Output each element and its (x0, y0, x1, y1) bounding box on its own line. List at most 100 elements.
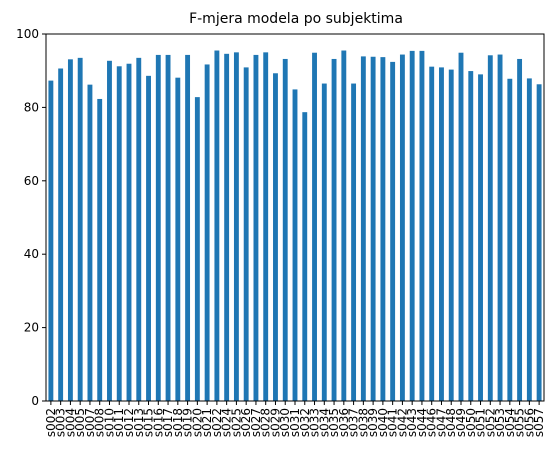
x-tick-label: s021 (200, 408, 214, 437)
bar-s037 (351, 83, 357, 402)
x-tick-label: s049 (454, 408, 468, 437)
x-tick-label: s015 (142, 408, 156, 437)
x-tick-label: s034 (317, 408, 331, 437)
bar-s022 (214, 50, 220, 401)
x-tick-label: s020 (190, 408, 204, 437)
x-tick-label: s033 (308, 408, 322, 437)
y-tick-label: 20 (24, 321, 39, 335)
x-axis: s002s003s004s005s007s008s010s011s012s013… (44, 401, 546, 437)
y-tick-label: 100 (16, 27, 39, 41)
x-tick-label: s024 (220, 408, 234, 437)
bar-s029 (273, 73, 278, 402)
y-tick-label: 60 (24, 174, 39, 188)
bars (48, 50, 542, 402)
x-tick-label: s007 (83, 408, 97, 437)
bar-s010 (107, 60, 112, 401)
x-tick-label: s051 (474, 408, 488, 437)
bar-s024 (224, 53, 230, 402)
bar-s008 (97, 98, 103, 402)
y-tick-label: 0 (31, 394, 39, 408)
bar-s005 (77, 57, 83, 401)
bar-s017 (165, 54, 171, 401)
x-tick-label: s010 (102, 408, 116, 437)
x-tick-label: s038 (356, 408, 370, 437)
bar-s036 (341, 50, 347, 401)
bar-s040 (380, 57, 386, 401)
bar-s038 (360, 56, 366, 402)
bar-s007 (87, 84, 93, 402)
x-tick-label: s017 (161, 408, 175, 437)
bar-s033 (312, 52, 317, 401)
chart-title: F-mjera modela po subjektima (189, 11, 403, 27)
x-tick-label: s039 (366, 408, 380, 437)
bar-s013 (136, 57, 142, 401)
x-tick-label: s031 (288, 408, 302, 437)
bar-s044 (419, 50, 425, 402)
x-tick-label: s047 (434, 408, 448, 437)
x-tick-label: s044 (415, 408, 429, 437)
bar-s019 (185, 54, 191, 401)
x-tick-label: s032 (298, 408, 312, 437)
x-tick-label: s048 (444, 408, 458, 437)
x-tick-label: s026 (239, 408, 253, 437)
x-tick-label: s056 (522, 408, 536, 437)
bar-s016 (155, 54, 161, 401)
bar-s054 (507, 78, 513, 402)
y-axis: 0 20 40 60 80 100 (16, 27, 46, 408)
x-tick-label: s057 (532, 408, 546, 437)
x-tick-label: s011 (112, 408, 126, 437)
bar-s034 (321, 83, 327, 402)
x-tick-label: s030 (278, 408, 292, 437)
y-tick-label: 80 (24, 100, 39, 114)
x-tick-label: s036 (337, 408, 351, 437)
x-tick-label: s029 (268, 408, 282, 437)
x-tick-label: s004 (63, 408, 77, 437)
x-tick-label: s041 (386, 408, 400, 437)
bar-s026 (243, 67, 249, 401)
bar-s025 (233, 52, 239, 401)
bar-s028 (263, 52, 269, 401)
x-tick-label: s040 (376, 408, 390, 437)
x-tick-label: s002 (44, 408, 58, 437)
bar-s055 (517, 58, 523, 402)
bar-s048 (448, 69, 454, 401)
bar-s032 (302, 112, 308, 402)
bar-s031 (292, 89, 298, 402)
x-tick-label: s050 (464, 408, 478, 437)
x-tick-label: s028 (259, 408, 273, 437)
x-tick-label: s025 (229, 408, 243, 437)
bar-s021 (204, 64, 210, 401)
bar-s018 (175, 77, 181, 401)
x-tick-label: s035 (327, 408, 341, 437)
x-tick-label: s013 (132, 408, 146, 437)
x-tick-label: s012 (122, 408, 136, 437)
bar-s052 (487, 55, 493, 401)
bar-s012 (126, 63, 132, 402)
y-tick-label: 40 (24, 247, 39, 261)
x-tick-label: s027 (249, 408, 263, 437)
x-tick-label: s022 (210, 408, 224, 437)
bar-s043 (409, 50, 415, 402)
bar-s042 (399, 54, 405, 401)
bar-s030 (282, 58, 288, 402)
bar-s047 (439, 67, 444, 401)
bar-s056 (526, 78, 532, 402)
bar-s049 (458, 52, 464, 401)
x-tick-label: s016 (151, 408, 165, 437)
bar-s015 (146, 75, 151, 401)
plot-frame (45, 33, 545, 402)
bar-s053 (497, 54, 503, 401)
x-tick-label: s019 (181, 408, 195, 437)
bar-s041 (390, 61, 396, 401)
bar-s050 (468, 71, 474, 401)
x-tick-label: s052 (483, 408, 497, 437)
bar-s051 (478, 74, 483, 402)
x-tick-label: s055 (513, 408, 527, 437)
bar-s046 (429, 66, 435, 402)
bar-s027 (253, 54, 259, 401)
bar-s020 (194, 97, 200, 402)
x-tick-label: s037 (347, 408, 361, 437)
bar-s035 (331, 58, 337, 402)
x-tick-label: s046 (425, 408, 439, 437)
